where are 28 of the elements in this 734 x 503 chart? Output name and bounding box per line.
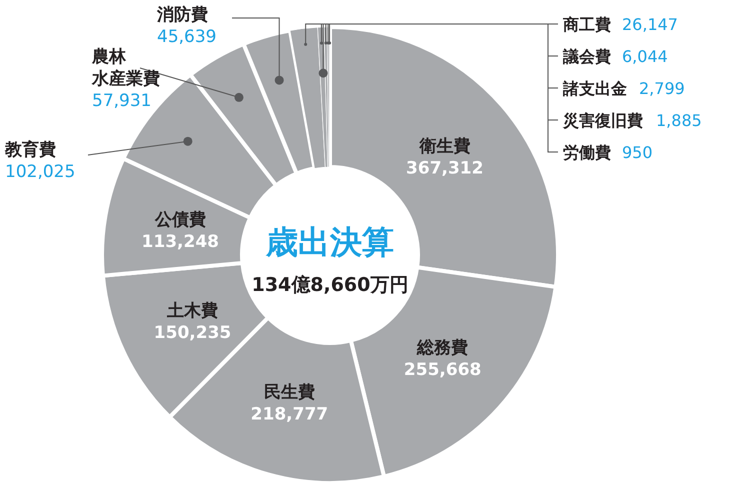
data-label: 2,799 <box>639 79 685 98</box>
slice-label: 労働費 <box>563 143 611 162</box>
slice-label: 土木費 <box>166 300 218 321</box>
data-label: 57,931 <box>92 91 152 111</box>
data-label: 26,147 <box>622 15 678 34</box>
data-label: 102,025 <box>5 162 76 182</box>
slice-label: 民生費 <box>264 382 315 402</box>
data-label: 255,668 <box>404 360 482 380</box>
data-label: 367,312 <box>406 158 484 178</box>
slice-label: 衛生費 <box>418 136 470 156</box>
slice-label: 消防費 <box>156 5 208 25</box>
slice-label: 教育費 <box>4 139 56 160</box>
data-label: 113,248 <box>142 232 219 252</box>
slice-label: 議会費 <box>562 47 611 66</box>
slice-label: 商工費 <box>562 15 611 34</box>
data-label: 45,639 <box>157 27 216 47</box>
text: 134億8,660万円 <box>252 274 408 296</box>
slice-label: 諸支出金 <box>562 79 627 98</box>
data-label: 950 <box>622 143 653 162</box>
slice-label: 総務費 <box>416 338 468 358</box>
slice-label: 農林水産業費 <box>91 47 160 89</box>
data-label: 1,885 <box>656 111 702 130</box>
data-label: 150,235 <box>154 322 232 343</box>
data-label: 6,044 <box>622 47 668 66</box>
text: 歳出決算 <box>265 223 394 261</box>
slice-label: 災害復旧費 <box>562 111 643 130</box>
slice-label: 公債費 <box>154 210 206 230</box>
data-label: 218,777 <box>250 404 328 424</box>
